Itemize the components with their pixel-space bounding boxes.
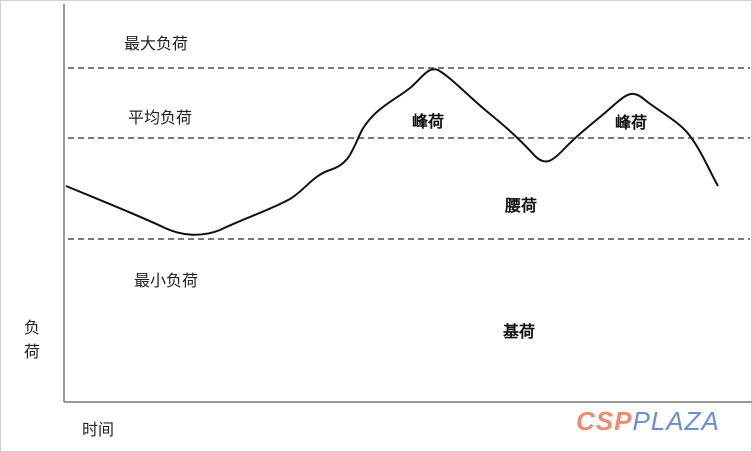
watermark-part1: CSP [576, 406, 633, 436]
peak-load-label-2: 峰荷 [615, 113, 648, 132]
avg-load-label: 平均负荷 [128, 108, 193, 127]
watermark-part2: PLAZA [632, 406, 720, 436]
max-load-label: 最大负荷 [124, 34, 189, 53]
load-curve [65, 68, 719, 236]
peak-load-label-1: 峰荷 [412, 112, 445, 131]
x-axis-label: 时间 [82, 420, 115, 439]
watermark-logo: CSPPLAZA [576, 406, 720, 437]
waist-load-label: 腰荷 [505, 196, 538, 215]
min-load-label: 最小负荷 [134, 271, 199, 290]
y-axis-label: 负荷 [24, 318, 41, 361]
base-load-label: 基荷 [503, 322, 536, 341]
